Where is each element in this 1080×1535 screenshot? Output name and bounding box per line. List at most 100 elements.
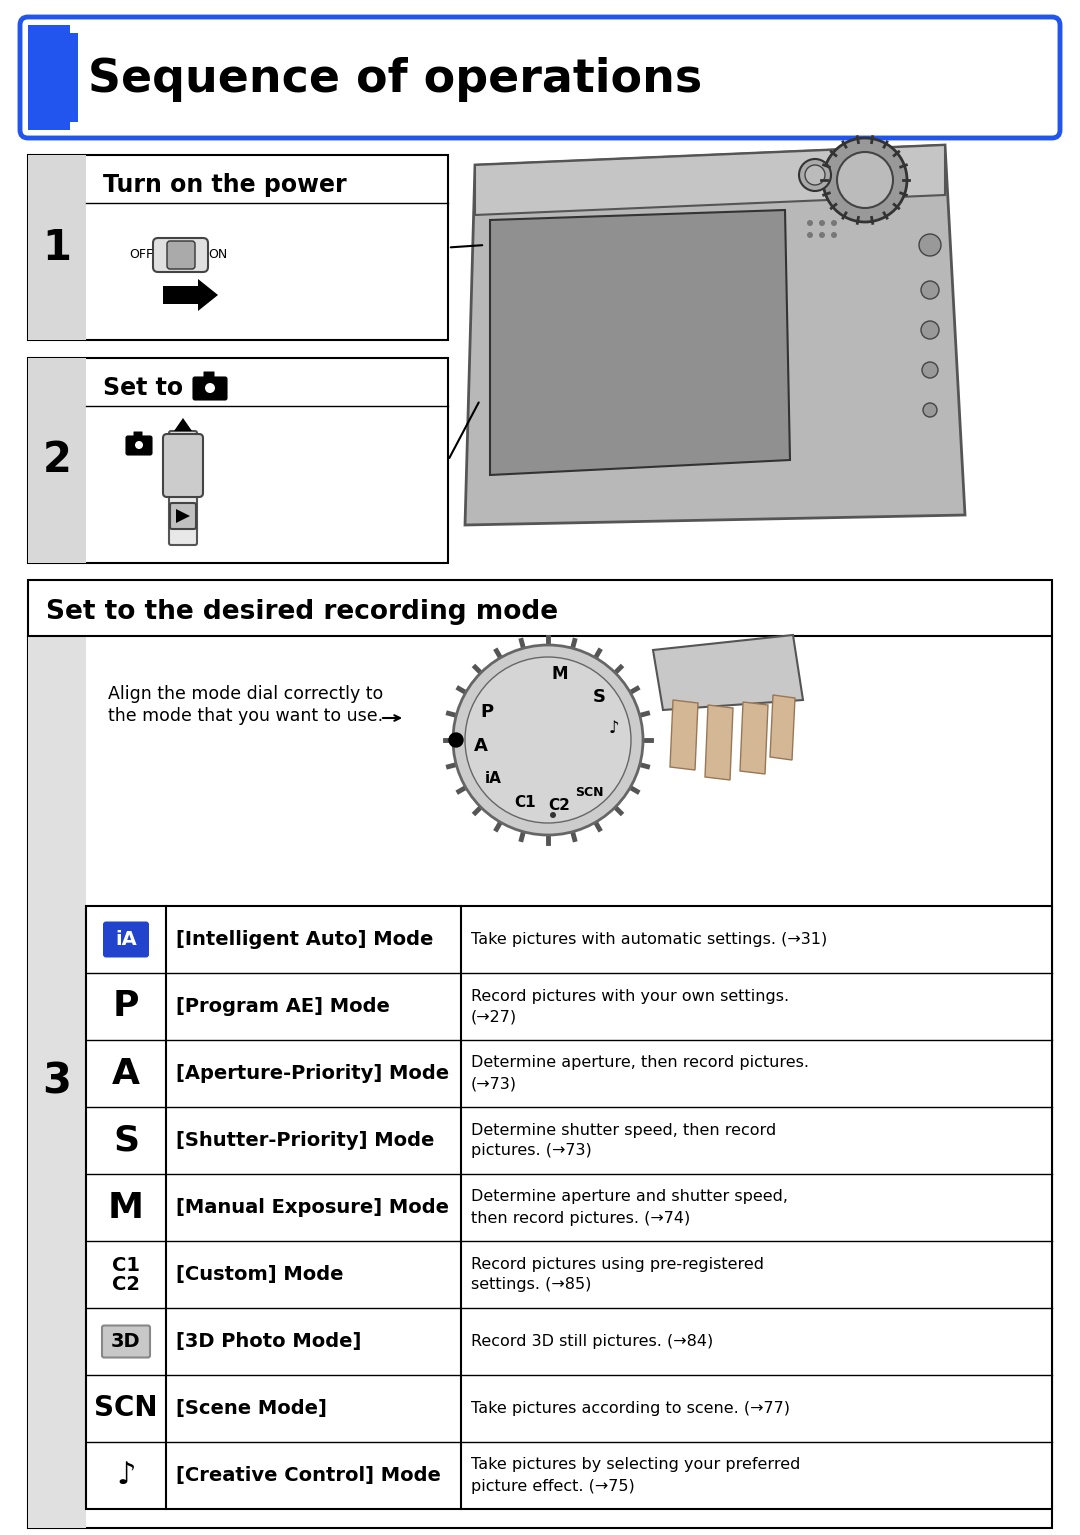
Text: [Manual Exposure] Mode: [Manual Exposure] Mode [176,1197,449,1217]
Text: iA: iA [116,930,137,949]
Text: - 25 -: - 25 - [511,1490,569,1510]
Text: C1: C1 [514,795,536,810]
Text: Take pictures according to scene. (→77): Take pictures according to scene. (→77) [471,1401,789,1415]
Bar [28,358,86,563]
Text: 3: 3 [42,1061,71,1104]
Circle shape [453,645,643,835]
Text: OFF: OFF [129,249,153,261]
Bar [28,358,448,563]
Text: Set to: Set to [103,376,191,401]
Text: ♪: ♪ [609,720,619,737]
Polygon shape [475,144,945,215]
Text: [Custom] Mode: [Custom] Mode [176,1265,343,1283]
Circle shape [465,657,631,823]
FancyBboxPatch shape [170,503,195,530]
Circle shape [807,220,813,226]
Text: Sequence of operations: Sequence of operations [87,57,702,101]
FancyBboxPatch shape [28,32,78,121]
Text: [Program AE] Mode: [Program AE] Mode [176,998,390,1016]
Text: [Scene Mode]: [Scene Mode] [176,1398,327,1418]
FancyBboxPatch shape [153,238,208,272]
Circle shape [831,232,837,238]
Polygon shape [176,510,190,523]
Polygon shape [490,210,789,474]
Text: Record pictures using pre-registered
settings. (→85): Record pictures using pre-registered set… [471,1257,764,1292]
Text: P: P [481,703,494,721]
Circle shape [819,232,825,238]
Text: C2: C2 [112,1276,140,1294]
Text: ♪: ♪ [117,1461,136,1490]
Bar [86,906,1052,1509]
Text: Set to the desired recording mode: Set to the desired recording mode [46,599,558,625]
Text: [Creative Control] Mode: [Creative Control] Mode [176,1466,441,1484]
Text: C2: C2 [549,798,570,814]
Polygon shape [670,700,698,771]
FancyBboxPatch shape [168,431,197,545]
Polygon shape [465,144,966,525]
Text: SCN: SCN [575,786,604,800]
Text: iA: iA [485,771,501,786]
FancyBboxPatch shape [102,1326,150,1357]
Bar [28,635,86,1527]
Bar [28,155,86,339]
Bar [28,580,1052,1527]
Circle shape [819,220,825,226]
FancyBboxPatch shape [28,25,70,130]
Circle shape [205,384,215,393]
Circle shape [823,138,907,223]
Circle shape [922,362,939,378]
Polygon shape [705,705,733,780]
Polygon shape [653,635,804,711]
Circle shape [449,734,463,748]
FancyBboxPatch shape [193,378,227,399]
Text: C1: C1 [112,1256,140,1276]
Text: S: S [593,688,606,706]
Circle shape [921,321,939,339]
Text: SCN: SCN [94,1394,158,1423]
Text: [3D Photo Mode]: [3D Photo Mode] [176,1332,362,1351]
Text: M: M [552,665,568,683]
Text: A: A [112,1056,140,1090]
Text: the mode that you want to use.: the mode that you want to use. [108,708,383,725]
Polygon shape [174,418,192,431]
Text: Determine aperture, then record pictures.
(→73): Determine aperture, then record pictures… [471,1056,809,1091]
Text: ON: ON [208,249,227,261]
FancyBboxPatch shape [126,436,151,454]
Text: Take pictures by selecting your preferred
picture effect. (→75): Take pictures by selecting your preferre… [471,1458,800,1494]
Text: Record pictures with your own settings.
(→27): Record pictures with your own settings. … [471,989,789,1024]
Circle shape [837,152,893,209]
Circle shape [799,160,831,190]
FancyBboxPatch shape [21,17,1059,138]
Text: Turn on the power: Turn on the power [103,173,347,196]
Text: 3D: 3D [111,1332,140,1351]
Text: S: S [113,1124,139,1157]
Circle shape [919,233,941,256]
Text: Align the mode dial correctly to: Align the mode dial correctly to [108,685,383,703]
Text: 2: 2 [42,439,71,482]
Text: P: P [112,990,139,1024]
Circle shape [831,220,837,226]
Circle shape [550,812,556,818]
FancyBboxPatch shape [167,241,195,269]
Circle shape [805,164,825,186]
Circle shape [135,441,143,450]
Text: [Shutter-Priority] Mode: [Shutter-Priority] Mode [176,1131,434,1150]
Text: [Intelligent Auto] Mode: [Intelligent Auto] Mode [176,930,433,949]
Text: Record 3D still pictures. (→84): Record 3D still pictures. (→84) [471,1334,713,1349]
FancyBboxPatch shape [203,371,215,381]
FancyBboxPatch shape [103,921,149,958]
Polygon shape [163,279,218,312]
FancyBboxPatch shape [163,434,203,497]
Text: 1: 1 [42,227,71,269]
Text: Take pictures with automatic settings. (→31): Take pictures with automatic settings. (… [471,932,827,947]
Text: A: A [474,737,488,755]
Circle shape [807,232,813,238]
Text: Determine aperture and shutter speed,
then record pictures. (→74): Determine aperture and shutter speed, th… [471,1190,788,1225]
Circle shape [921,281,939,299]
Text: [Aperture-Priority] Mode: [Aperture-Priority] Mode [176,1064,449,1084]
Text: Determine shutter speed, then record
pictures. (→73): Determine shutter speed, then record pic… [471,1122,777,1159]
Circle shape [923,404,937,418]
Polygon shape [770,695,795,760]
Bar [28,155,448,339]
FancyBboxPatch shape [134,431,143,439]
